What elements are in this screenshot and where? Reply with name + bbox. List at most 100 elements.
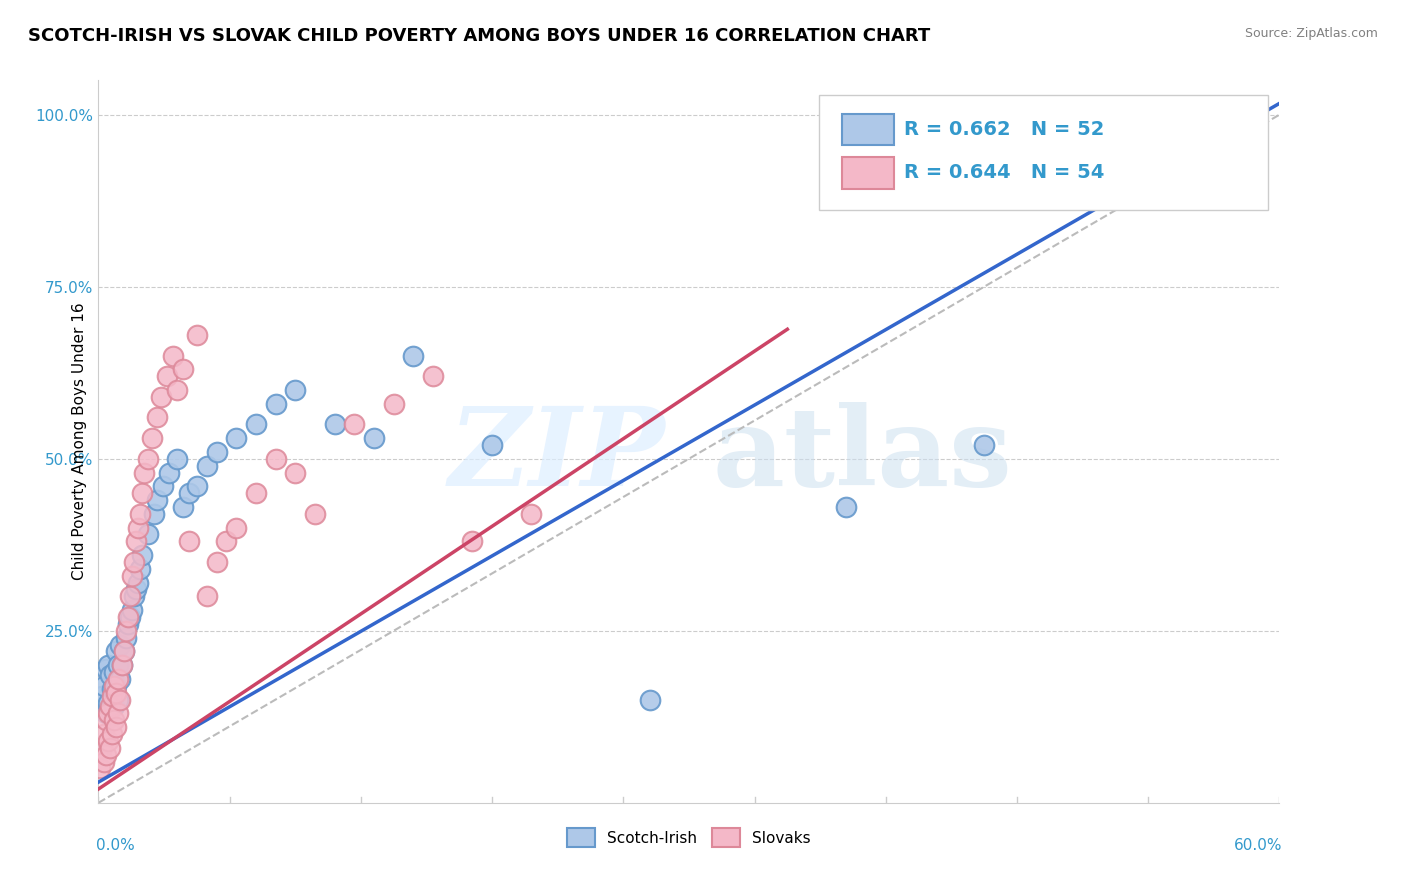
Point — [186, 479, 208, 493]
Point — [131, 548, 153, 562]
Text: R = 0.662   N = 52: R = 0.662 N = 52 — [904, 120, 1104, 139]
Point — [107, 672, 129, 686]
Text: 0.0%: 0.0% — [96, 838, 135, 853]
Point — [96, 713, 118, 727]
Point — [93, 727, 115, 741]
Point — [108, 672, 131, 686]
Point — [136, 451, 159, 466]
Point — [107, 658, 129, 673]
Point — [108, 638, 131, 652]
Point — [284, 383, 307, 397]
Point — [157, 466, 180, 480]
Point — [117, 616, 139, 631]
Point — [101, 727, 124, 741]
Point — [91, 689, 114, 703]
Text: Source: ZipAtlas.com: Source: ZipAtlas.com — [1244, 27, 1378, 40]
Text: atlas: atlas — [713, 402, 1012, 509]
Point — [245, 417, 267, 432]
Point — [112, 644, 135, 658]
Point — [96, 662, 118, 676]
Point — [343, 417, 366, 432]
Point — [1199, 108, 1222, 122]
Point — [98, 668, 121, 682]
Point — [638, 692, 661, 706]
Point — [128, 507, 150, 521]
Point — [98, 699, 121, 714]
Point — [166, 451, 188, 466]
Point — [101, 682, 124, 697]
Point — [156, 369, 179, 384]
Point — [122, 590, 145, 604]
Point — [150, 390, 173, 404]
Point — [111, 658, 134, 673]
Point — [127, 520, 149, 534]
Point — [284, 466, 307, 480]
Point — [97, 658, 120, 673]
Point — [122, 555, 145, 569]
Point — [121, 603, 143, 617]
Point — [225, 431, 247, 445]
Point — [215, 534, 238, 549]
Point — [520, 507, 543, 521]
Point — [264, 397, 287, 411]
Point — [177, 486, 200, 500]
Point — [128, 562, 150, 576]
Text: ZIP: ZIP — [449, 402, 665, 509]
Point — [382, 397, 405, 411]
Point — [89, 761, 111, 775]
Point — [98, 703, 121, 717]
Point — [103, 713, 125, 727]
Point — [152, 479, 174, 493]
Point — [131, 486, 153, 500]
Point — [101, 689, 124, 703]
FancyBboxPatch shape — [842, 113, 894, 145]
Point — [108, 692, 131, 706]
Point — [107, 692, 129, 706]
Point — [195, 458, 218, 473]
Point — [304, 507, 326, 521]
Point — [264, 451, 287, 466]
FancyBboxPatch shape — [818, 95, 1268, 211]
Text: SCOTCH-IRISH VS SLOVAK CHILD POVERTY AMONG BOYS UNDER 16 CORRELATION CHART: SCOTCH-IRISH VS SLOVAK CHILD POVERTY AMO… — [28, 27, 931, 45]
Point — [162, 349, 184, 363]
Point — [142, 507, 165, 521]
Point — [118, 590, 141, 604]
Point — [141, 431, 163, 445]
Point — [132, 466, 155, 480]
Point — [91, 740, 114, 755]
Point — [93, 755, 115, 769]
Point — [136, 527, 159, 541]
Point — [146, 410, 169, 425]
Point — [973, 438, 995, 452]
Point — [103, 665, 125, 679]
Point — [125, 582, 148, 597]
Point — [96, 706, 118, 721]
Point — [205, 555, 228, 569]
Point — [323, 417, 346, 432]
Point — [118, 610, 141, 624]
Point — [186, 327, 208, 342]
Point — [205, 445, 228, 459]
Point — [115, 624, 138, 638]
Point — [1219, 190, 1241, 204]
Point — [835, 500, 858, 514]
Point — [93, 679, 115, 693]
Point — [166, 383, 188, 397]
Y-axis label: Child Poverty Among Boys Under 16: Child Poverty Among Boys Under 16 — [72, 302, 87, 581]
FancyBboxPatch shape — [842, 157, 894, 189]
Point — [481, 438, 503, 452]
Point — [146, 493, 169, 508]
Point — [107, 706, 129, 721]
Point — [245, 486, 267, 500]
Point — [105, 720, 128, 734]
Point — [225, 520, 247, 534]
Point — [98, 740, 121, 755]
Point — [125, 534, 148, 549]
Point — [105, 644, 128, 658]
Point — [105, 679, 128, 693]
Point — [172, 362, 194, 376]
Point — [363, 431, 385, 445]
Point — [97, 706, 120, 721]
Point — [117, 610, 139, 624]
Point — [127, 575, 149, 590]
